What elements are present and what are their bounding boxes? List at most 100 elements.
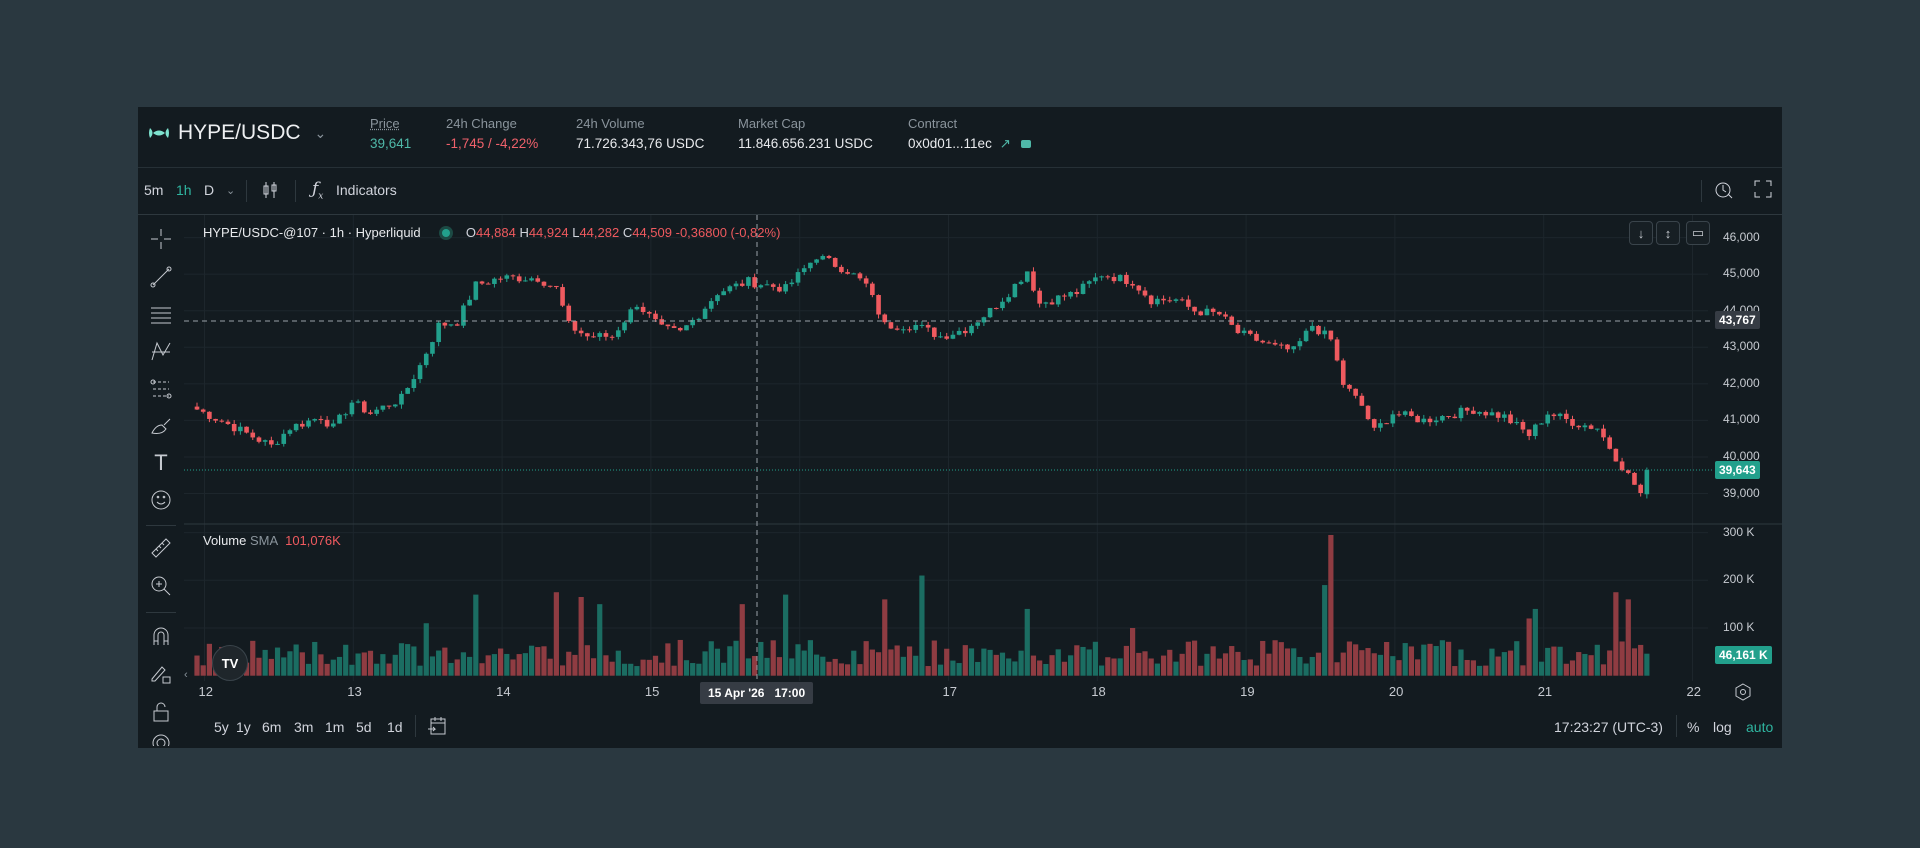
volume-bar (1204, 653, 1210, 676)
time-tick: 21 (1537, 684, 1553, 699)
trend-line-icon[interactable] (148, 264, 174, 290)
volume-bar (1507, 650, 1514, 676)
range-5y[interactable]: 5y (214, 719, 229, 735)
candle-up (1502, 414, 1507, 418)
text-icon[interactable]: T (154, 450, 168, 475)
price-tick: 45,000 (1723, 266, 1760, 281)
volume-bar (1644, 653, 1650, 676)
projection-icon[interactable] (148, 376, 174, 402)
crosshair-icon[interactable] (148, 226, 174, 252)
candle-up (1644, 470, 1650, 495)
candle-down (541, 281, 547, 286)
candle-down (1526, 429, 1532, 437)
candle-up (820, 256, 826, 260)
percent-toggle[interactable]: % (1687, 719, 1700, 735)
volume-bar (299, 652, 305, 676)
range-6m[interactable]: 6m (262, 719, 282, 735)
candle-up (1402, 411, 1408, 415)
volume-bar (1569, 660, 1576, 676)
volume-bar (838, 663, 844, 676)
eye-icon[interactable] (148, 732, 174, 746)
volume-bar (429, 656, 436, 676)
indicators-button[interactable]: Indicators (336, 182, 397, 198)
unlock-icon[interactable] (148, 699, 174, 725)
candle-up (1241, 330, 1247, 334)
volume-bar (671, 665, 677, 676)
copy-icon[interactable] (1020, 140, 1031, 148)
maximize-pane-button[interactable]: ▭ (1686, 221, 1710, 245)
candle-up (1539, 423, 1544, 425)
ruler-icon[interactable] (148, 535, 174, 561)
volume-bar (714, 648, 721, 676)
candle-down (1613, 448, 1619, 462)
range-3m[interactable]: 3m (294, 719, 314, 735)
fullscreen-icon[interactable] (1754, 180, 1772, 201)
interval-dropdown-icon[interactable]: ⌄ (226, 185, 236, 197)
candle-down (479, 281, 485, 284)
zoom-in-icon[interactable] (148, 573, 174, 599)
go-to-date-icon[interactable] (427, 716, 447, 741)
scroll-to-latest-button[interactable]: ↓ (1629, 221, 1653, 245)
candle-up (417, 365, 423, 380)
volume-bar (1229, 646, 1235, 676)
divider (295, 180, 296, 202)
volume-bar (1582, 653, 1588, 676)
open-label: O (465, 225, 477, 240)
interval-1h[interactable]: 1h (176, 182, 192, 198)
range-1d[interactable]: 1d (387, 719, 403, 735)
candle-down (1272, 342, 1278, 345)
candle-up (529, 278, 534, 281)
magnet-icon[interactable] (148, 623, 174, 649)
volume-bar (1284, 648, 1291, 676)
candle-down (510, 275, 516, 277)
candle-up (746, 277, 751, 286)
range-1y[interactable]: 1y (236, 719, 251, 735)
time-tick: 12 (198, 684, 213, 699)
candle-down (925, 324, 931, 328)
external-link-icon[interactable]: ↗ (999, 136, 1011, 151)
auto-toggle[interactable]: auto (1746, 719, 1774, 735)
fib-lines-icon[interactable] (148, 301, 174, 327)
volume-bar (665, 643, 671, 676)
range-1m[interactable]: 1m (325, 719, 345, 735)
stat-value: 71.726.343,76 USDC (576, 136, 705, 151)
volume-bar (1080, 646, 1086, 676)
candle-down (386, 405, 392, 407)
volume-bar (913, 655, 919, 676)
candle-up (1533, 424, 1538, 437)
emoji-icon[interactable] (148, 487, 174, 513)
collapse-button[interactable]: ↕ (1656, 221, 1680, 245)
volume-bar (1526, 618, 1532, 676)
candle-up (1545, 414, 1551, 424)
volume-bar (900, 656, 906, 676)
volume-bar (578, 596, 584, 676)
range-5d[interactable]: 5d (356, 719, 372, 735)
pair-selector[interactable]: HYPE/USDC ⌄ (148, 121, 326, 145)
interval-d[interactable]: D (204, 182, 215, 198)
lock-drawings-icon[interactable] (148, 661, 174, 687)
volume-bar (460, 652, 467, 676)
tradingview-logo-icon[interactable]: TV (212, 645, 248, 681)
log-toggle[interactable]: log (1713, 719, 1732, 735)
candle-up (1093, 277, 1098, 282)
candle-down (1625, 470, 1631, 473)
volume-bar (1291, 648, 1297, 676)
toolbar-divider (138, 214, 1782, 215)
candle-up (1099, 276, 1104, 278)
volume-bar (268, 658, 274, 676)
settings-icon[interactable] (1734, 683, 1752, 706)
volume-label: Volume (203, 533, 247, 548)
volume-bar (1099, 665, 1105, 676)
volume-bar (473, 594, 479, 676)
candle-up (801, 268, 807, 273)
pattern-icon[interactable] (148, 338, 174, 364)
candle-down (318, 419, 324, 421)
scroll-left-icon[interactable]: ‹ (184, 669, 188, 681)
interval-5m[interactable]: 5m (144, 182, 164, 198)
candle-style-icon[interactable] (262, 180, 278, 203)
replay-icon[interactable] (1714, 180, 1734, 203)
candle-down (200, 409, 206, 412)
volume-bar (528, 645, 535, 676)
brush-icon[interactable] (148, 413, 174, 439)
